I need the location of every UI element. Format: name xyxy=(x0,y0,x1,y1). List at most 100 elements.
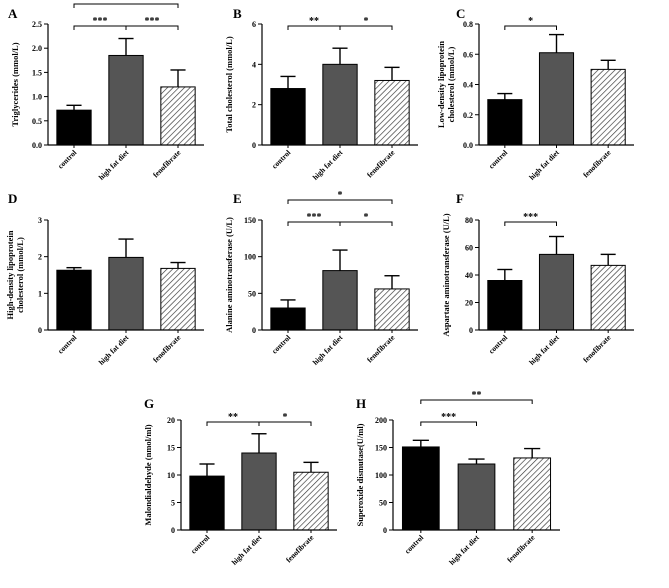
y-axis-label: Superoxide dismutase(U/ml) xyxy=(355,423,365,526)
significance-label: * xyxy=(364,212,369,223)
x-category-label: control xyxy=(56,148,78,170)
y-tick-label: 0 xyxy=(252,326,256,335)
x-category-label: fenofibrate xyxy=(284,533,316,565)
bar-control xyxy=(401,446,440,531)
significance-bracket xyxy=(504,221,557,226)
y-tick-label: 50 xyxy=(248,289,256,298)
x-category-label: fenofibrate xyxy=(151,333,183,365)
x-category-label: control xyxy=(487,148,509,170)
y-tick-label: 0 xyxy=(38,326,42,335)
bar-high-fat-diet xyxy=(322,63,358,146)
significance-bracket xyxy=(339,25,393,30)
y-tick-label: 2.0 xyxy=(32,44,42,53)
x-category-label: high fat diet xyxy=(311,148,345,182)
x-category-label: fenofibrate xyxy=(365,333,397,365)
y-tick-label: 20 xyxy=(167,416,175,425)
y-tick-label: 2 xyxy=(252,101,256,110)
y-tick-label: 0 xyxy=(469,326,473,335)
panel-label: C xyxy=(456,6,465,21)
panel-g: G 0 5 10 15 20 control high fat diet fenofibrate… xyxy=(143,396,337,567)
y-tick-label: 150 xyxy=(375,444,387,453)
y-axis-label: Malondialdehyde (nmol/ml) xyxy=(143,424,153,525)
panel-d: D 0 1 2 3 control high fat diet fenofibrate High… xyxy=(5,191,204,367)
y-tick-label: 0.2 xyxy=(463,111,473,120)
bar-high-fat-diet xyxy=(457,463,496,531)
y-tick-label: 0.8 xyxy=(463,20,473,29)
y-tick-label: 0.6 xyxy=(463,50,473,59)
significance-bracket xyxy=(73,3,179,8)
x-category-label: control xyxy=(270,148,292,170)
bar-high-fat-diet xyxy=(108,54,144,146)
y-tick-label: 40 xyxy=(465,271,473,280)
bar-fenofibrate xyxy=(590,68,626,146)
significance-label: * xyxy=(528,16,533,27)
significance-label: *** xyxy=(93,16,108,27)
x-category-label: control xyxy=(487,333,509,355)
significance-bracket xyxy=(420,399,533,404)
panel-label: D xyxy=(8,191,17,206)
panel-label: G xyxy=(144,396,154,411)
y-tick-label: 0.4 xyxy=(463,81,473,90)
y-tick-label: 0.5 xyxy=(32,117,42,126)
significance-label: ** xyxy=(121,0,131,5)
significance-bracket xyxy=(125,25,179,30)
panel-b: B 0 2 4 6 control high fat diet fenofibrate Tota… xyxy=(224,6,418,182)
x-category-label: control xyxy=(189,533,211,555)
significance-label: *** xyxy=(441,412,456,423)
significance-label: *** xyxy=(523,212,538,223)
x-category-label: high fat diet xyxy=(97,333,131,367)
y-axis-label: Aspartate aminotransferase (U/L) xyxy=(441,213,451,336)
panel-a: A 0.0 0.5 1.0 1.5 2.0 2.5 control high fat diet f… xyxy=(8,0,204,182)
y-tick-label: 6 xyxy=(252,20,256,29)
significance-bracket xyxy=(287,199,393,204)
bar-fenofibrate xyxy=(374,79,410,146)
y-axis-label-line: Low-density lipoprotein xyxy=(436,41,446,128)
x-category-label: fenofibrate xyxy=(365,148,397,180)
significance-label: * xyxy=(283,412,288,423)
y-axis-label-line: cholesterol (mmol/L) xyxy=(446,47,456,123)
y-axis-label: Low-density lipoproteincholesterol (mmol… xyxy=(436,41,456,128)
significance-label: *** xyxy=(145,16,160,27)
y-tick-label: 1.0 xyxy=(32,93,42,102)
significance-bracket xyxy=(420,421,477,426)
y-tick-label: 3 xyxy=(38,216,42,225)
y-tick-label: 2.5 xyxy=(32,20,42,29)
x-category-label: fenofibrate xyxy=(151,148,183,180)
bar-fenofibrate xyxy=(374,288,410,331)
significance-bracket xyxy=(339,221,393,226)
significance-label: *** xyxy=(307,212,322,223)
x-category-label: control xyxy=(403,533,425,555)
y-tick-label: 100 xyxy=(244,253,256,262)
bar-control xyxy=(270,307,306,331)
y-tick-label: 80 xyxy=(465,216,473,225)
y-tick-label: 0 xyxy=(252,141,256,150)
significance-label: ** xyxy=(472,390,482,401)
x-category-label: high fat diet xyxy=(447,533,481,567)
panel-e: E 0 50 100 150 control high fat diet fenofibrat… xyxy=(224,190,418,367)
bar-fenofibrate xyxy=(160,267,196,331)
panel-label: A xyxy=(8,6,18,21)
y-tick-label: 200 xyxy=(375,416,387,425)
x-category-label: fenofibrate xyxy=(505,533,537,565)
y-tick-label: 0.0 xyxy=(32,141,42,150)
panel-c: C 0.0 0.2 0.4 0.6 0.8 control high fat diet feno… xyxy=(436,6,634,182)
bar-high-fat-diet xyxy=(108,256,144,331)
x-category-label: fenofibrate xyxy=(581,333,613,365)
bar-control xyxy=(487,280,523,331)
y-tick-label: 1 xyxy=(38,289,42,298)
significance-bracket xyxy=(504,25,557,30)
bar-fenofibrate xyxy=(160,86,196,146)
significance-label: ** xyxy=(228,412,238,423)
panel-f: F 0 20 40 60 80 control high fat diet fenofibrat… xyxy=(441,191,634,367)
y-axis-label-line: cholesterol (mmol/L) xyxy=(15,237,25,313)
x-category-label: high fat diet xyxy=(230,533,264,567)
bar-high-fat-diet xyxy=(538,52,575,146)
x-category-label: control xyxy=(56,333,78,355)
bar-control xyxy=(56,269,92,331)
x-category-label: high fat diet xyxy=(311,333,345,367)
bar-fenofibrate xyxy=(590,264,626,331)
y-tick-label: 1.5 xyxy=(32,68,42,77)
y-tick-label: 50 xyxy=(379,499,387,508)
panel-label: E xyxy=(233,191,242,206)
